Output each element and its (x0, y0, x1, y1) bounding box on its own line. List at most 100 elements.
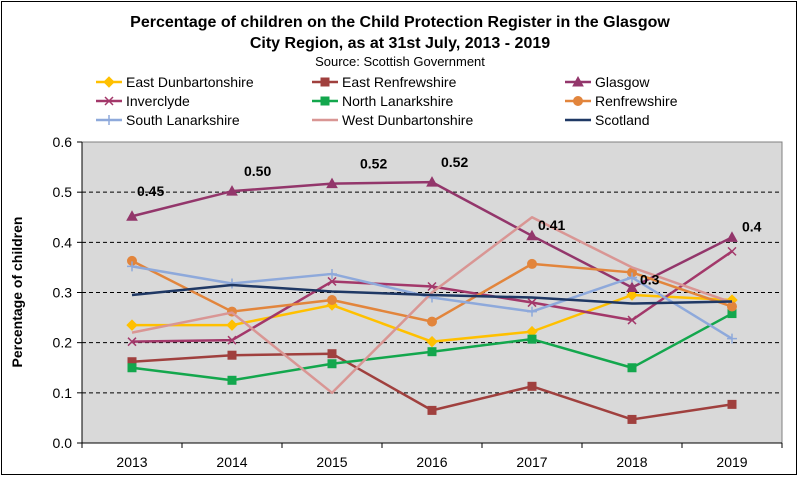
series-north-lanarkshire (127, 309, 737, 385)
point-glasgow (726, 231, 738, 242)
legend-label: Scotland (595, 112, 649, 128)
point-south-lanarkshire (227, 278, 237, 289)
data-label: 0.41 (538, 217, 565, 233)
y-tick-label: 0.5 (53, 184, 73, 200)
point-north-lanarkshire (327, 359, 337, 369)
point-glasgow (526, 229, 538, 241)
legend-label: South Lanarkshire (126, 112, 240, 128)
data-label: 0.4 (742, 218, 762, 234)
data-label: 0.52 (360, 156, 387, 172)
x-tick-label: 2019 (716, 454, 747, 470)
data-label: 0.3 (640, 271, 660, 287)
legend-marker (104, 96, 114, 106)
point-inverclyde (227, 335, 237, 345)
series-line-west-dunbartonshire (131, 216, 733, 395)
data-label: 0.45 (137, 183, 164, 199)
legend-marker (573, 96, 583, 106)
point-east-renfrewshire (727, 399, 737, 409)
series-glasgow (126, 176, 738, 292)
point-inverclyde (127, 337, 137, 347)
legend-marker (103, 76, 115, 88)
y-axis-label: Percentage of children (9, 217, 25, 368)
point-glasgow (626, 281, 638, 292)
point-east-renfrewshire (427, 405, 437, 415)
y-tick-label: 0.0 (53, 435, 73, 451)
legend-item-glasgow: Glasgow (565, 74, 650, 90)
y-tick-label: 0.3 (53, 285, 73, 301)
point-north-lanarkshire (427, 347, 437, 357)
point-east-renfrewshire (227, 350, 237, 360)
series-group (126, 176, 738, 424)
point-south-lanarkshire (327, 268, 337, 279)
data-label: 0.52 (441, 154, 468, 170)
series-south-lanarkshire (127, 261, 737, 344)
point-renfrewshire (427, 316, 437, 327)
point-glasgow (226, 185, 238, 196)
series-west-dunbartonshire (131, 216, 733, 395)
y-tick-label: 0.4 (53, 234, 73, 250)
point-glasgow (326, 177, 338, 189)
point-east-dunbartonshire (426, 335, 438, 348)
chart-subtitle: Source: Scottish Government (315, 54, 485, 69)
legend-label: Glasgow (595, 74, 650, 90)
legend-item-scotland: Scotland (565, 112, 649, 128)
x-tick-label: 2018 (616, 454, 647, 470)
series-inverclyde (127, 246, 737, 347)
legend-marker (572, 75, 584, 87)
chart-title-line-2: City Region, as at 31st July, 2013 - 201… (250, 35, 550, 52)
legend-item-inverclyde: Inverclyde (96, 93, 190, 109)
legend-marker (320, 77, 330, 87)
y-tick-label: 0.2 (53, 335, 73, 351)
point-inverclyde (327, 276, 337, 286)
legend-label: Renfrewshire (595, 93, 678, 109)
legend-label: East Dunbartonshire (126, 74, 254, 90)
point-east-renfrewshire (327, 349, 337, 359)
legend-item-east-renfrewshire: East Renfrewshire (312, 74, 457, 90)
point-inverclyde (627, 315, 637, 325)
point-north-lanarkshire (127, 363, 137, 373)
point-east-renfrewshire (527, 381, 537, 391)
axes: 0.0 0.1 0.2 0.3 0.4 0.5 0.6 2013 2014 2015 2016 201… (53, 134, 783, 470)
point-north-lanarkshire (627, 363, 637, 373)
point-south-lanarkshire (727, 333, 737, 344)
y-tick-label: 0.6 (53, 134, 73, 150)
point-south-lanarkshire (527, 306, 537, 317)
series-scotland (131, 283, 733, 305)
x-tick-label: 2014 (216, 454, 247, 470)
data-label: 0.50 (244, 163, 271, 179)
point-south-lanarkshire (627, 272, 637, 283)
point-renfrewshire (727, 301, 737, 312)
point-inverclyde (527, 298, 537, 308)
legend-item-east-dunbartonshire: East Dunbartonshire (96, 74, 254, 90)
data-labels: 0.45 0.50 0.52 0.52 0.41 0.3 0.4 (137, 154, 762, 287)
point-renfrewshire (527, 258, 537, 269)
point-north-lanarkshire (527, 334, 537, 344)
legend-marker (104, 115, 114, 125)
point-east-dunbartonshire (626, 289, 638, 301)
point-south-lanarkshire (127, 261, 137, 272)
y-tick-label: 0.1 (53, 385, 73, 401)
x-tick-label: 2015 (316, 454, 347, 470)
point-north-lanarkshire (227, 375, 237, 385)
chart-title-line-1: Percentage of children on the Child Prot… (130, 14, 670, 31)
x-tick-label: 2016 (416, 454, 447, 470)
x-tick-label: 2013 (116, 454, 147, 470)
point-inverclyde (727, 246, 737, 256)
point-glasgow (126, 210, 138, 221)
legend-item-renfrewshire: Renfrewshire (565, 93, 678, 109)
x-tick-label: 2017 (516, 454, 547, 470)
point-east-renfrewshire (627, 414, 637, 424)
legend-item-south-lanarkshire: South Lanarkshire (96, 112, 240, 128)
legend-label: West Dunbartonshire (342, 112, 473, 128)
point-renfrewshire (327, 295, 337, 306)
point-east-dunbartonshire (226, 319, 238, 331)
legend-item-west-dunbartonshire: West Dunbartonshire (312, 112, 473, 128)
point-east-dunbartonshire (126, 319, 138, 331)
legend-label: North Lanarkshire (342, 93, 453, 109)
legend: East Dunbartonshire East Renfrewshire Glas… (96, 74, 678, 128)
legend-marker (320, 96, 330, 106)
legend-item-north-lanarkshire: North Lanarkshire (312, 93, 453, 109)
legend-label: East Renfrewshire (342, 74, 457, 90)
legend-label: Inverclyde (126, 93, 190, 109)
